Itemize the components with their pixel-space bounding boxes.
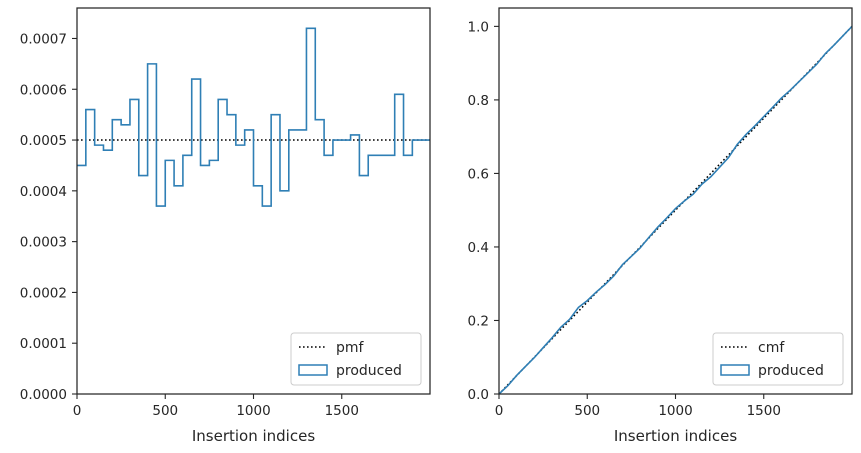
series-produced-line — [498, 25, 853, 395]
y-tick-label: 0.0003 — [20, 235, 67, 251]
legend-label-pmf: pmf — [336, 340, 365, 356]
x-tick-label: 1000 — [236, 403, 270, 419]
legend-box — [712, 332, 844, 386]
y-tick-label: 0.2 — [468, 313, 489, 329]
x-tick-label: 500 — [574, 403, 600, 419]
legend-swatch-produced — [298, 364, 328, 376]
legend-label-produced: produced — [336, 363, 402, 379]
x-axis-label: Insertion indices — [192, 427, 315, 445]
x-tick-label: 500 — [152, 403, 178, 419]
series-produced-line — [77, 27, 430, 207]
x-tick-label: 1500 — [325, 403, 359, 419]
legend-swatch-produced — [720, 364, 750, 376]
x-tick-label: 0 — [73, 403, 82, 419]
y-tick-label: 0.8 — [468, 93, 489, 109]
y-tick-label: 0.6 — [468, 166, 489, 182]
legend-label-cmf: cmf — [758, 340, 785, 356]
y-tick-label: 0.4 — [468, 240, 489, 256]
y-tick-label: 0.0005 — [20, 133, 67, 149]
y-tick-label: 1.0 — [468, 19, 489, 35]
x-tick-label: 0 — [495, 403, 504, 419]
x-axis-label: Insertion indices — [614, 427, 737, 445]
y-tick-label: 0.0002 — [20, 285, 67, 301]
y-tick-label: 0.0000 — [20, 387, 67, 403]
y-tick-label: 0.0007 — [20, 31, 67, 47]
pmf-chart: 0 500 1000 1500 0.0000 0.0001 0.0002 0.0003 0.00… — [20, 7, 431, 445]
y-tick-label: 0.0 — [468, 387, 489, 403]
legend-label-produced: produced — [758, 363, 824, 379]
legend-box — [290, 332, 422, 386]
y-tick-label: 0.0001 — [20, 336, 67, 352]
y-tick-label: 0.0006 — [20, 82, 67, 98]
x-tick-label: 1500 — [747, 403, 781, 419]
x-tick-label: 1000 — [658, 403, 692, 419]
cmf-chart: 0 500 1000 1500 0.0 0.2 0.4 0.6 0.8 1.0 Insertion … — [468, 7, 853, 445]
y-tick-label: 0.0004 — [20, 184, 67, 200]
